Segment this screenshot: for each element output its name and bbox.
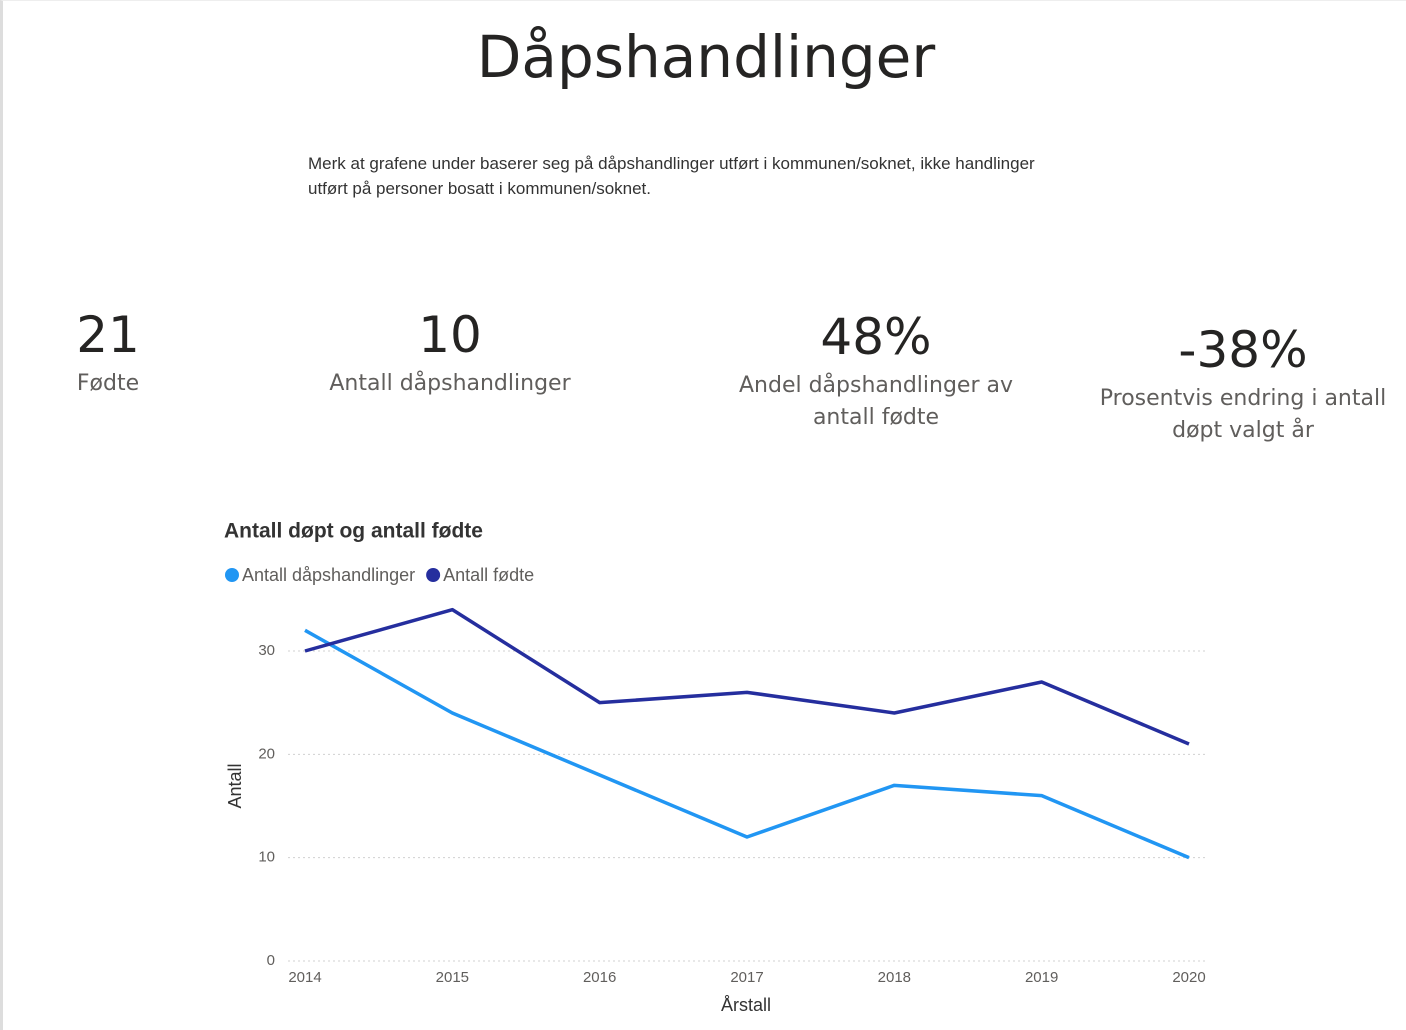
x-axis-label: Årstall: [721, 995, 771, 1015]
x-tick-label: 2019: [1025, 969, 1058, 986]
legend-label: Antall dåpshandlinger: [242, 565, 415, 585]
note: Merk at grafene under baserer seg på dåp…: [308, 154, 1035, 198]
legend-marker: [225, 568, 239, 582]
y-tick-label: 30: [258, 642, 275, 659]
y-tick-label: 20: [258, 745, 275, 762]
kpi-value: -38%: [1178, 321, 1308, 379]
kpi-label: Antall dåpshandlinger: [329, 371, 571, 396]
x-tick-label: 2015: [436, 969, 469, 986]
kpi-value: 10: [418, 306, 482, 364]
x-tick-label: 2017: [730, 969, 763, 986]
kpi-card: 10 Antall dåpshandlinger: [300, 306, 600, 400]
kpi-label: Prosentvis endring i antall døpt valgt å…: [1099, 386, 1387, 443]
kpi-card: 48% Andel dåpshandlinger av antall fødte: [726, 308, 1026, 434]
chart-title: Antall døpt og antall fødte: [224, 520, 483, 543]
x-tick-label: 2016: [583, 969, 616, 986]
x-tick-label: 2018: [878, 969, 911, 986]
x-tick-label: 2020: [1172, 969, 1205, 986]
y-axis-label: Antall: [225, 763, 245, 808]
kpi-label: Fødte: [76, 371, 140, 396]
legend-label: Antall fødte: [443, 565, 534, 585]
kpi-value: 21: [76, 306, 140, 364]
y-tick-label: 0: [267, 952, 275, 969]
series-line: [304, 607, 1190, 746]
kpi-card: -38% Prosentvis endring i antall døpt va…: [1093, 321, 1393, 447]
kpi-card: 21 Fødte: [38, 306, 178, 400]
chart: Antall døpt og antall fødte Årstall Anta…: [224, 520, 1208, 1015]
series-line: [304, 628, 1190, 860]
page-title: Dåpshandlinger: [476, 23, 936, 91]
legend-marker: [426, 568, 441, 582]
kpi-label: Andel dåpshandlinger av antall fødte: [738, 373, 1013, 430]
kpi-value: 48%: [820, 308, 932, 366]
x-tick-label: 2014: [288, 969, 321, 986]
y-tick-label: 10: [258, 849, 275, 866]
